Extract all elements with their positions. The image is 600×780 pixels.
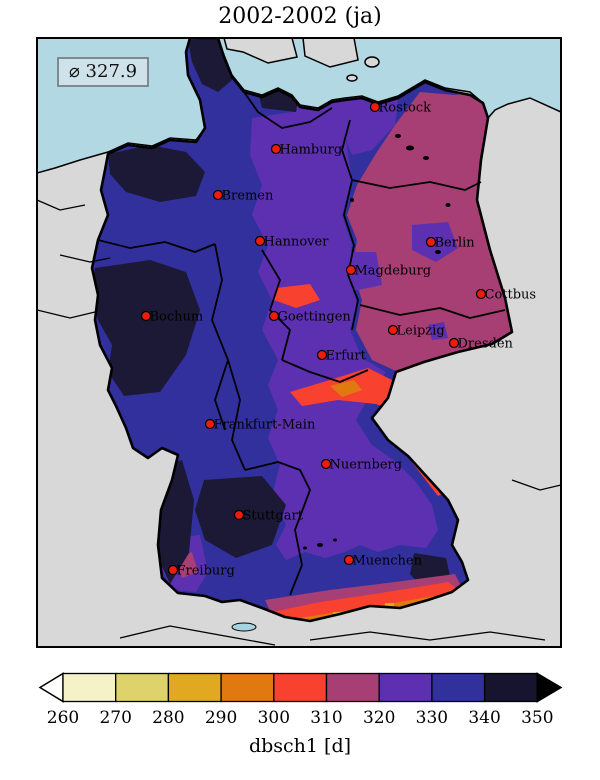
city-marker-Freiburg	[167, 564, 179, 576]
germany-border	[90, 38, 514, 623]
city-marker-Berlin	[425, 236, 437, 248]
lakes	[303, 134, 451, 550]
city-label-Berlin: Berlin	[435, 236, 476, 251]
city-marker-Nuernberg	[320, 458, 332, 470]
city-label-Hannover: Hannover	[264, 235, 330, 250]
city-marker-Frankfurt-Main	[204, 418, 216, 430]
city-label-Stuttgart: Stuttgart	[243, 509, 304, 524]
colorbar-tick-290: 290	[205, 708, 237, 728]
city-label-Nuernberg: Nuernberg	[330, 458, 403, 473]
city-marker-Erfurt	[316, 349, 328, 361]
city-label-Dresden: Dresden	[458, 337, 514, 352]
mean-value-badge: ⌀ 327.9	[57, 57, 150, 87]
colorbar-tick-300: 300	[258, 708, 290, 728]
city-markers: Rostock Hamburg Bremen Hannover BerlinMagdeb…	[140, 101, 537, 579]
city-marker-Rostock	[369, 101, 381, 113]
map: Rostock Hamburg Bremen Hannover BerlinMagdeb…	[37, 38, 561, 647]
city-marker-Hamburg	[270, 143, 282, 155]
city-marker-Bremen	[212, 189, 224, 201]
city-label-Erfurt: Erfurt	[326, 349, 367, 364]
city-label-Rostock: Rostock	[379, 101, 432, 116]
colorbar-segment-0	[62, 672, 117, 703]
map-frame	[36, 37, 562, 648]
colorbar-tick-260: 260	[47, 708, 79, 728]
colorbar-segments	[62, 672, 538, 703]
city-label-Frankfurt-Main: Frankfurt-Main	[214, 418, 316, 433]
colorbar-over-arrow	[536, 672, 563, 703]
colorbar-tick-330: 330	[416, 708, 448, 728]
city-label-Freiburg: Freiburg	[177, 564, 235, 579]
city-marker-Goettingen	[268, 310, 280, 322]
city-marker-Hannover	[254, 235, 266, 247]
colorbar-segment-8	[483, 672, 538, 703]
colorbar-tick-340: 340	[468, 708, 500, 728]
city-marker-Bochum	[140, 310, 152, 322]
colorbar-segment-6	[378, 672, 433, 703]
city-label-Bochum: Bochum	[150, 310, 204, 325]
lake-constance	[231, 622, 257, 632]
colorbar-segment-4	[273, 672, 328, 703]
denmark-land	[223, 38, 380, 82]
city-label-Cottbus: Cottbus	[485, 288, 537, 303]
colorbar-tick-280: 280	[152, 708, 184, 728]
city-label-Bremen: Bremen	[222, 189, 274, 204]
city-label-Muenchen: Muenchen	[353, 554, 423, 569]
city-marker-Stuttgart	[233, 509, 245, 521]
city-marker-Cottbus	[475, 288, 487, 300]
colorbar-under-arrow	[38, 672, 64, 703]
colorbar-segment-5	[325, 672, 380, 703]
city-label-Hamburg: Hamburg	[280, 143, 343, 158]
city-label-Goettingen: Goettingen	[278, 310, 352, 325]
city-label-Leipzig: Leipzig	[397, 324, 445, 339]
state-borders	[97, 91, 506, 596]
city-marker-Dresden	[448, 337, 460, 349]
city-marker-Muenchen	[343, 554, 355, 566]
city-marker-Leipzig	[387, 324, 399, 336]
colorbar-segment-2	[167, 672, 222, 703]
colorbar-tick-labels: 260 270 280 290 300 310 320 330 340 350	[47, 708, 554, 728]
colorbar-tick-270: 270	[99, 708, 131, 728]
city-marker-Magdeburg	[345, 264, 357, 276]
colorbar-label: dbsch1 [d]	[249, 735, 351, 757]
colorbar-tick-310: 310	[310, 708, 342, 728]
colorbar-tick-350: 350	[521, 708, 553, 728]
colorbar-tick-320: 320	[363, 708, 395, 728]
colorbar: 260 270 280 290 300 310 320 330 340 350 dbsch1 [d…	[38, 672, 563, 757]
colorbar-segment-7	[431, 672, 486, 703]
colorbar-segment-3	[220, 672, 275, 703]
foreign-borders	[37, 199, 561, 646]
figure-title: 2002-2002 (ja)	[218, 4, 382, 29]
city-label-Magdeburg: Magdeburg	[355, 264, 432, 279]
colorbar-segment-1	[115, 672, 170, 703]
